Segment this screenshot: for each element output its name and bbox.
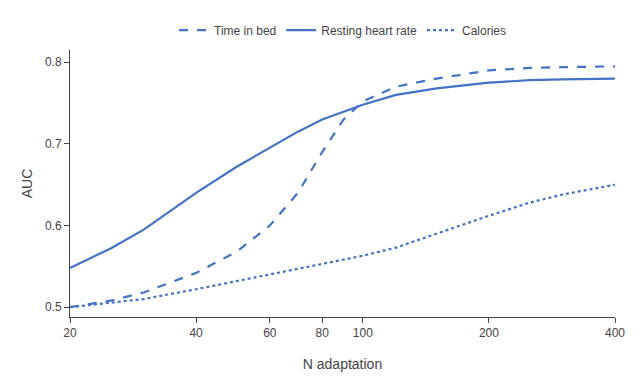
- svg-text:0.8: 0.8: [45, 55, 62, 69]
- svg-text:200: 200: [479, 326, 499, 340]
- svg-text:100: 100: [353, 326, 373, 340]
- svg-text:80: 80: [316, 326, 330, 340]
- svg-text:0.6: 0.6: [45, 219, 62, 233]
- svg-text:400: 400: [605, 326, 625, 340]
- svg-text:N adaptation: N adaptation: [303, 356, 382, 372]
- svg-text:20: 20: [63, 326, 77, 340]
- svg-text:40: 40: [189, 326, 203, 340]
- svg-text:0.5: 0.5: [45, 300, 62, 314]
- svg-text:Calories: Calories: [462, 24, 506, 38]
- svg-text:60: 60: [263, 326, 277, 340]
- svg-text:AUC: AUC: [19, 169, 35, 199]
- svg-text:Time in bed: Time in bed: [214, 24, 276, 38]
- svg-text:0.7: 0.7: [45, 137, 62, 151]
- svg-text:Resting heart rate: Resting heart rate: [321, 24, 417, 38]
